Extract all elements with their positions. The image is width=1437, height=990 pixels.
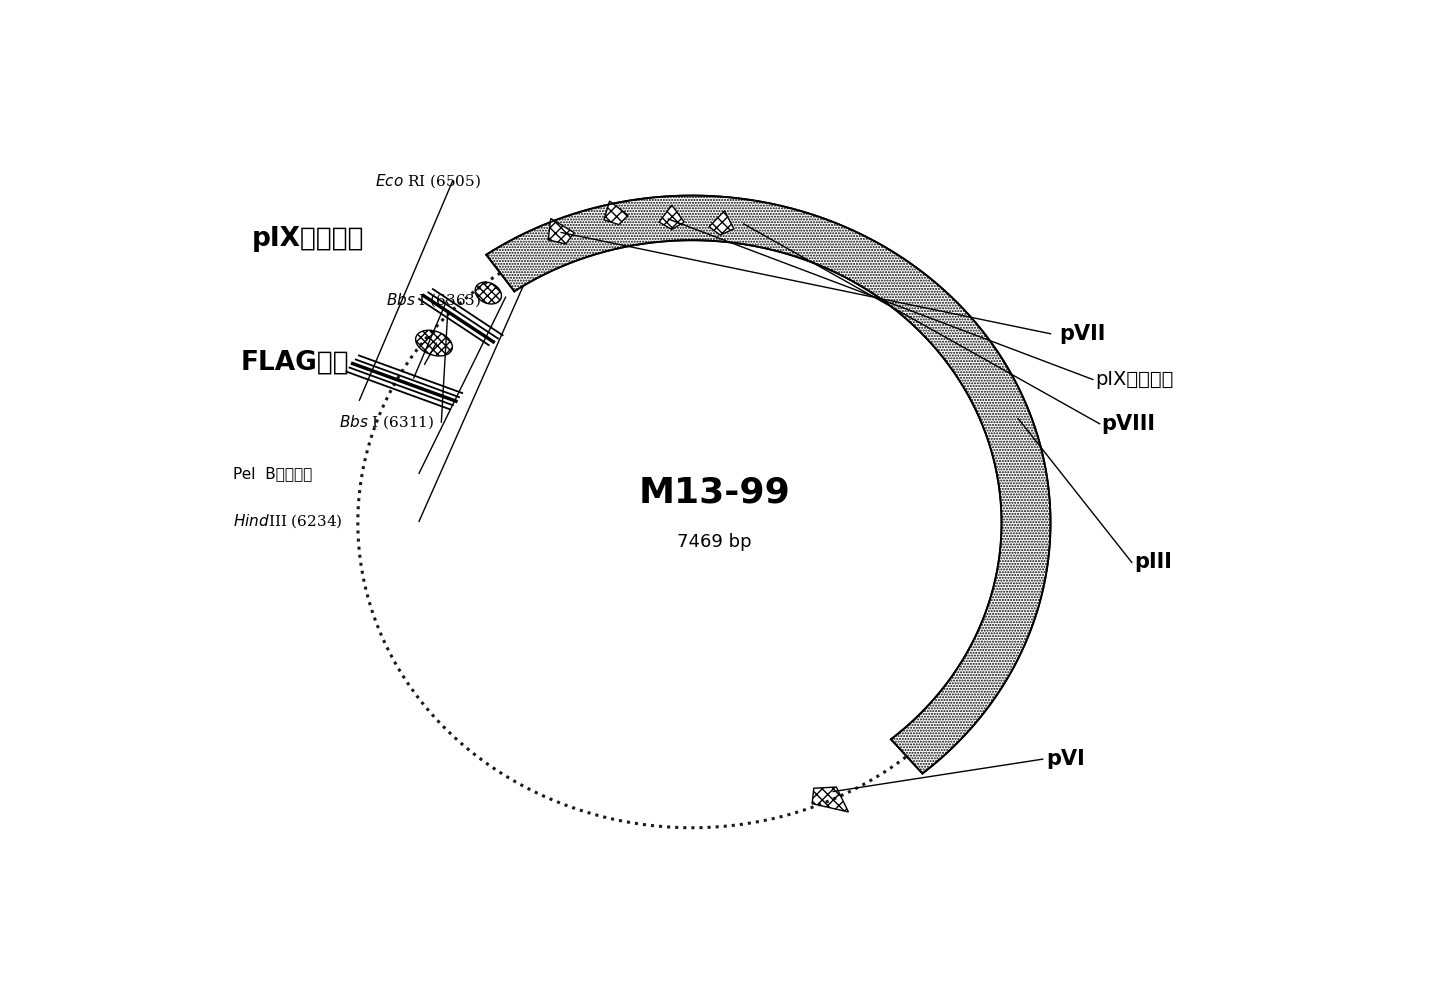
Text: pIX（重组）: pIX（重组） <box>251 227 365 252</box>
Text: M13-99: M13-99 <box>638 475 790 509</box>
Text: $\mathit{Bbs}$ I (6363): $\mathit{Bbs}$ I (6363) <box>385 291 481 309</box>
Polygon shape <box>486 196 1050 773</box>
Polygon shape <box>547 219 575 244</box>
Ellipse shape <box>415 331 453 356</box>
Text: $\mathit{Bbs}$ I (6311): $\mathit{Bbs}$ I (6311) <box>339 414 434 431</box>
Text: pIX（天然）: pIX（天然） <box>1095 370 1174 389</box>
Text: $\mathit{Hind}$III (6234): $\mathit{Hind}$III (6234) <box>233 513 342 530</box>
Text: $\mathit{Eco}$ RI (6505): $\mathit{Eco}$ RI (6505) <box>375 172 480 190</box>
Polygon shape <box>708 211 734 235</box>
Text: pVI: pVI <box>1046 749 1085 769</box>
Polygon shape <box>604 201 628 225</box>
Text: FLAG标签: FLAG标签 <box>241 349 349 376</box>
Polygon shape <box>660 205 684 230</box>
Text: 7469 bp: 7469 bp <box>677 533 752 550</box>
Text: pIII: pIII <box>1134 552 1173 572</box>
Ellipse shape <box>476 282 502 304</box>
Text: pVIII: pVIII <box>1102 414 1155 434</box>
Polygon shape <box>812 787 848 812</box>
Text: pVII: pVII <box>1059 324 1106 344</box>
Text: Pel  B前导序列: Pel B前导序列 <box>233 465 312 481</box>
